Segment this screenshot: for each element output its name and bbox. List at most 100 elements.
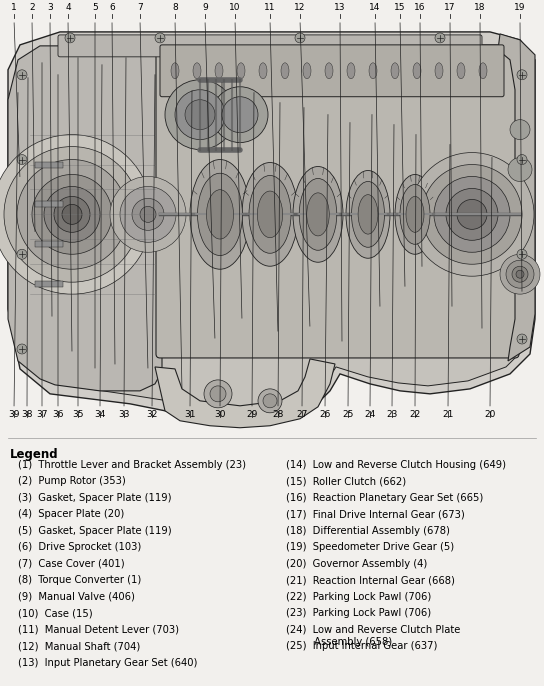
Ellipse shape	[295, 33, 305, 43]
Text: 16: 16	[414, 3, 426, 12]
Text: (2)  Pump Rotor (353): (2) Pump Rotor (353)	[18, 476, 126, 486]
Bar	[35, 161, 63, 167]
Text: 34: 34	[94, 410, 106, 418]
Text: (19)  Speedometer Drive Gear (5): (19) Speedometer Drive Gear (5)	[286, 543, 454, 552]
Ellipse shape	[512, 266, 528, 282]
Ellipse shape	[479, 63, 487, 79]
Text: 33: 33	[118, 410, 130, 418]
Ellipse shape	[155, 33, 165, 43]
Text: 31: 31	[184, 410, 196, 418]
Text: 9: 9	[202, 3, 208, 12]
Text: (3)  Gasket, Spacer Plate (119): (3) Gasket, Spacer Plate (119)	[18, 493, 171, 503]
Text: (23)  Parking Lock Pawl (706): (23) Parking Lock Pawl (706)	[286, 608, 431, 618]
Text: 15: 15	[394, 3, 406, 12]
Text: 11: 11	[264, 3, 276, 12]
Text: 26: 26	[319, 410, 331, 418]
Text: (7)  Case Cover (401): (7) Case Cover (401)	[18, 559, 125, 569]
Text: (20)  Governor Assembly (4): (20) Governor Assembly (4)	[286, 559, 427, 569]
Ellipse shape	[110, 176, 186, 252]
Text: 36: 36	[52, 410, 64, 418]
Text: 14: 14	[369, 3, 381, 12]
Ellipse shape	[303, 63, 311, 79]
Text: (14)  Low and Reverse Clutch Housing (649): (14) Low and Reverse Clutch Housing (649…	[286, 460, 506, 470]
Text: (24)  Low and Reverse Clutch Plate
         Assembly (658): (24) Low and Reverse Clutch Plate Assemb…	[286, 625, 460, 646]
Ellipse shape	[517, 70, 527, 80]
Ellipse shape	[54, 196, 90, 233]
Ellipse shape	[140, 206, 156, 222]
Ellipse shape	[62, 204, 82, 224]
Ellipse shape	[506, 260, 534, 288]
Bar	[35, 241, 63, 247]
Text: 17: 17	[444, 3, 456, 12]
Ellipse shape	[510, 119, 530, 139]
Text: 3: 3	[47, 3, 53, 12]
Text: (21)  Reaction Internal Gear (668): (21) Reaction Internal Gear (668)	[286, 576, 455, 585]
Polygon shape	[8, 32, 535, 424]
Ellipse shape	[346, 171, 390, 258]
Ellipse shape	[434, 176, 510, 252]
Ellipse shape	[516, 270, 524, 279]
Text: (1)  Throttle Lever and Bracket Assembly (23): (1) Throttle Lever and Bracket Assembly …	[18, 460, 246, 470]
Polygon shape	[498, 34, 535, 361]
Text: 5: 5	[92, 3, 98, 12]
Text: 32: 32	[146, 410, 158, 418]
Polygon shape	[8, 46, 162, 391]
Text: (15)  Roller Clutch (662): (15) Roller Clutch (662)	[286, 476, 406, 486]
Ellipse shape	[242, 163, 298, 266]
Ellipse shape	[258, 389, 282, 413]
Text: 12: 12	[294, 3, 306, 12]
Text: (6)  Drive Sprocket (103): (6) Drive Sprocket (103)	[18, 543, 141, 552]
Ellipse shape	[197, 174, 243, 255]
Text: 37: 37	[36, 410, 48, 418]
Ellipse shape	[17, 70, 27, 80]
Bar	[35, 202, 63, 207]
Text: 30: 30	[214, 410, 226, 418]
Text: 4: 4	[65, 3, 71, 12]
Ellipse shape	[358, 195, 378, 234]
Text: (11)  Manual Detent Lever (703): (11) Manual Detent Lever (703)	[18, 625, 179, 635]
Ellipse shape	[215, 63, 223, 79]
Ellipse shape	[517, 249, 527, 259]
Text: 10: 10	[229, 3, 241, 12]
Bar	[35, 281, 63, 287]
Text: 21: 21	[442, 410, 454, 418]
FancyBboxPatch shape	[160, 45, 504, 97]
FancyBboxPatch shape	[58, 35, 482, 57]
Ellipse shape	[257, 191, 282, 238]
Ellipse shape	[351, 182, 385, 247]
Text: Legend: Legend	[10, 448, 59, 461]
Text: (4)  Spacer Plate (20): (4) Spacer Plate (20)	[18, 509, 124, 519]
Ellipse shape	[457, 200, 487, 229]
Text: 38: 38	[21, 410, 33, 418]
Text: (13)  Input Planetary Gear Set (640): (13) Input Planetary Gear Set (640)	[18, 658, 197, 668]
Ellipse shape	[263, 394, 277, 407]
Ellipse shape	[204, 380, 232, 407]
FancyBboxPatch shape	[156, 51, 519, 358]
Text: (16)  Reaction Planetary Gear Set (665): (16) Reaction Planetary Gear Set (665)	[286, 493, 483, 503]
Text: 19: 19	[514, 3, 526, 12]
Ellipse shape	[281, 63, 289, 79]
Text: 8: 8	[172, 3, 178, 12]
Text: 20: 20	[484, 410, 496, 418]
Ellipse shape	[175, 90, 225, 139]
Text: (8)  Torque Converter (1): (8) Torque Converter (1)	[18, 576, 141, 585]
Ellipse shape	[457, 63, 465, 79]
Text: 24: 24	[364, 410, 375, 418]
Ellipse shape	[406, 196, 424, 233]
Ellipse shape	[435, 63, 443, 79]
Text: 29: 29	[246, 410, 258, 418]
Ellipse shape	[259, 63, 267, 79]
Ellipse shape	[193, 63, 201, 79]
Ellipse shape	[422, 165, 522, 264]
Ellipse shape	[446, 189, 498, 240]
Ellipse shape	[435, 33, 445, 43]
Text: 23: 23	[386, 410, 398, 418]
Ellipse shape	[17, 344, 27, 354]
Text: 2: 2	[29, 3, 35, 12]
Ellipse shape	[395, 174, 435, 255]
Text: 22: 22	[410, 410, 421, 418]
Text: 27: 27	[296, 410, 308, 418]
Text: 7: 7	[137, 3, 143, 12]
Ellipse shape	[517, 334, 527, 344]
Ellipse shape	[120, 187, 176, 242]
